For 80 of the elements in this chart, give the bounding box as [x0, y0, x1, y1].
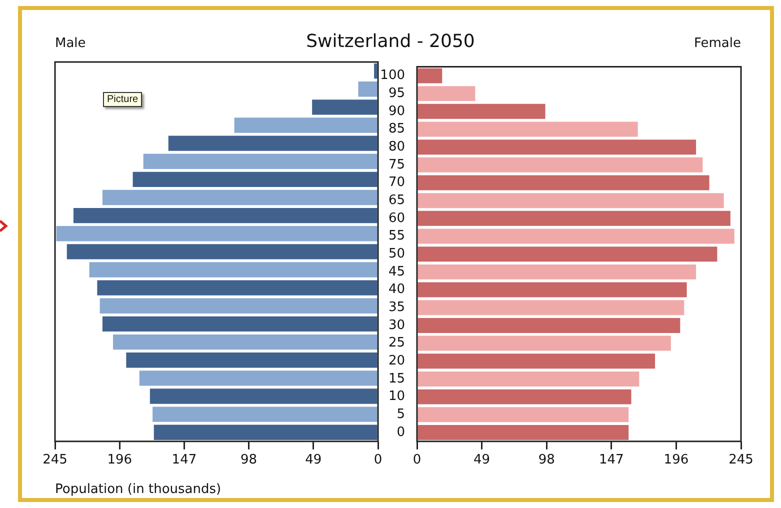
bar	[152, 406, 378, 422]
bar	[418, 175, 710, 190]
bar	[66, 244, 378, 260]
y-tick-label: 45	[388, 264, 405, 280]
text: Male	[55, 36, 86, 51]
y-tick-label: 20	[388, 354, 405, 369]
y-tick-label: 75	[388, 157, 405, 172]
bar	[312, 100, 378, 115]
bar	[56, 226, 378, 242]
bar	[374, 63, 378, 79]
bar	[418, 318, 680, 333]
bar	[418, 282, 687, 298]
x-tick-label: 49	[474, 452, 490, 468]
y-tick-label: 90	[388, 104, 405, 119]
bar	[97, 280, 378, 296]
x-tick-label: 147	[172, 452, 197, 468]
x-tick-label: 0	[412, 452, 422, 468]
y-tick-label: 60	[388, 210, 405, 226]
bar	[418, 122, 638, 137]
bar	[89, 262, 378, 278]
x-tick-label: 0	[374, 452, 382, 468]
y-tick-label: 95	[388, 86, 405, 101]
y-tick-label: 65	[388, 192, 405, 208]
bar	[418, 140, 696, 155]
bar	[418, 354, 656, 369]
bar	[418, 407, 629, 422]
bar	[418, 157, 703, 172]
bar	[113, 334, 378, 350]
bar	[418, 371, 640, 386]
chart-title: Switzerland - 2050	[306, 31, 475, 52]
bar	[154, 424, 378, 440]
x-tick-label: 245	[728, 452, 754, 468]
y-tick-label: 10	[388, 389, 405, 404]
y-tick-label: 100	[380, 68, 405, 84]
bar	[418, 104, 546, 119]
x-axis-title: Population (in thousands)	[55, 482, 222, 497]
bar	[100, 298, 378, 314]
bar	[234, 118, 378, 133]
y-tick-label: 35	[388, 300, 405, 315]
text: Female	[694, 36, 741, 51]
bar	[126, 352, 378, 368]
x-tick-label: 245	[42, 452, 68, 468]
y-tick-label: 5	[396, 407, 405, 422]
y-tick-label: 80	[388, 139, 405, 154]
bar	[418, 228, 734, 244]
bar	[358, 82, 378, 97]
y-tick-label: 55	[388, 228, 405, 244]
bar	[418, 193, 724, 208]
bar	[139, 370, 378, 386]
y-tick-label: 70	[388, 175, 405, 190]
y-tick-label: 25	[388, 336, 405, 351]
bar	[150, 388, 378, 404]
x-tick-label: 98	[538, 452, 555, 468]
annotation: Picture	[103, 92, 142, 107]
bar	[418, 210, 730, 226]
y-tick-label: 30	[388, 318, 405, 333]
x-tick-label: 196	[664, 452, 689, 468]
bar	[73, 208, 378, 224]
bar	[418, 424, 629, 440]
bar	[418, 336, 671, 351]
x-tick-label: 147	[598, 452, 624, 468]
bar	[418, 389, 632, 404]
bar	[168, 136, 378, 151]
y-tick-label: 50	[388, 246, 405, 262]
y-tick-label: 0	[396, 424, 405, 440]
x-tick-label: 98	[240, 452, 258, 468]
bar	[143, 154, 378, 169]
bar	[418, 86, 476, 102]
bar	[102, 190, 378, 206]
bar	[418, 300, 684, 316]
bar	[418, 264, 696, 280]
bar	[132, 172, 378, 188]
y-tick-label: 40	[388, 282, 405, 298]
x-tick-label: 49	[305, 452, 322, 468]
bar	[102, 316, 378, 332]
bar	[418, 68, 442, 84]
x-tick-label: 196	[107, 452, 132, 468]
y-tick-label: 85	[388, 122, 405, 137]
y-tick-label: 15	[388, 371, 405, 386]
bar	[418, 246, 718, 262]
